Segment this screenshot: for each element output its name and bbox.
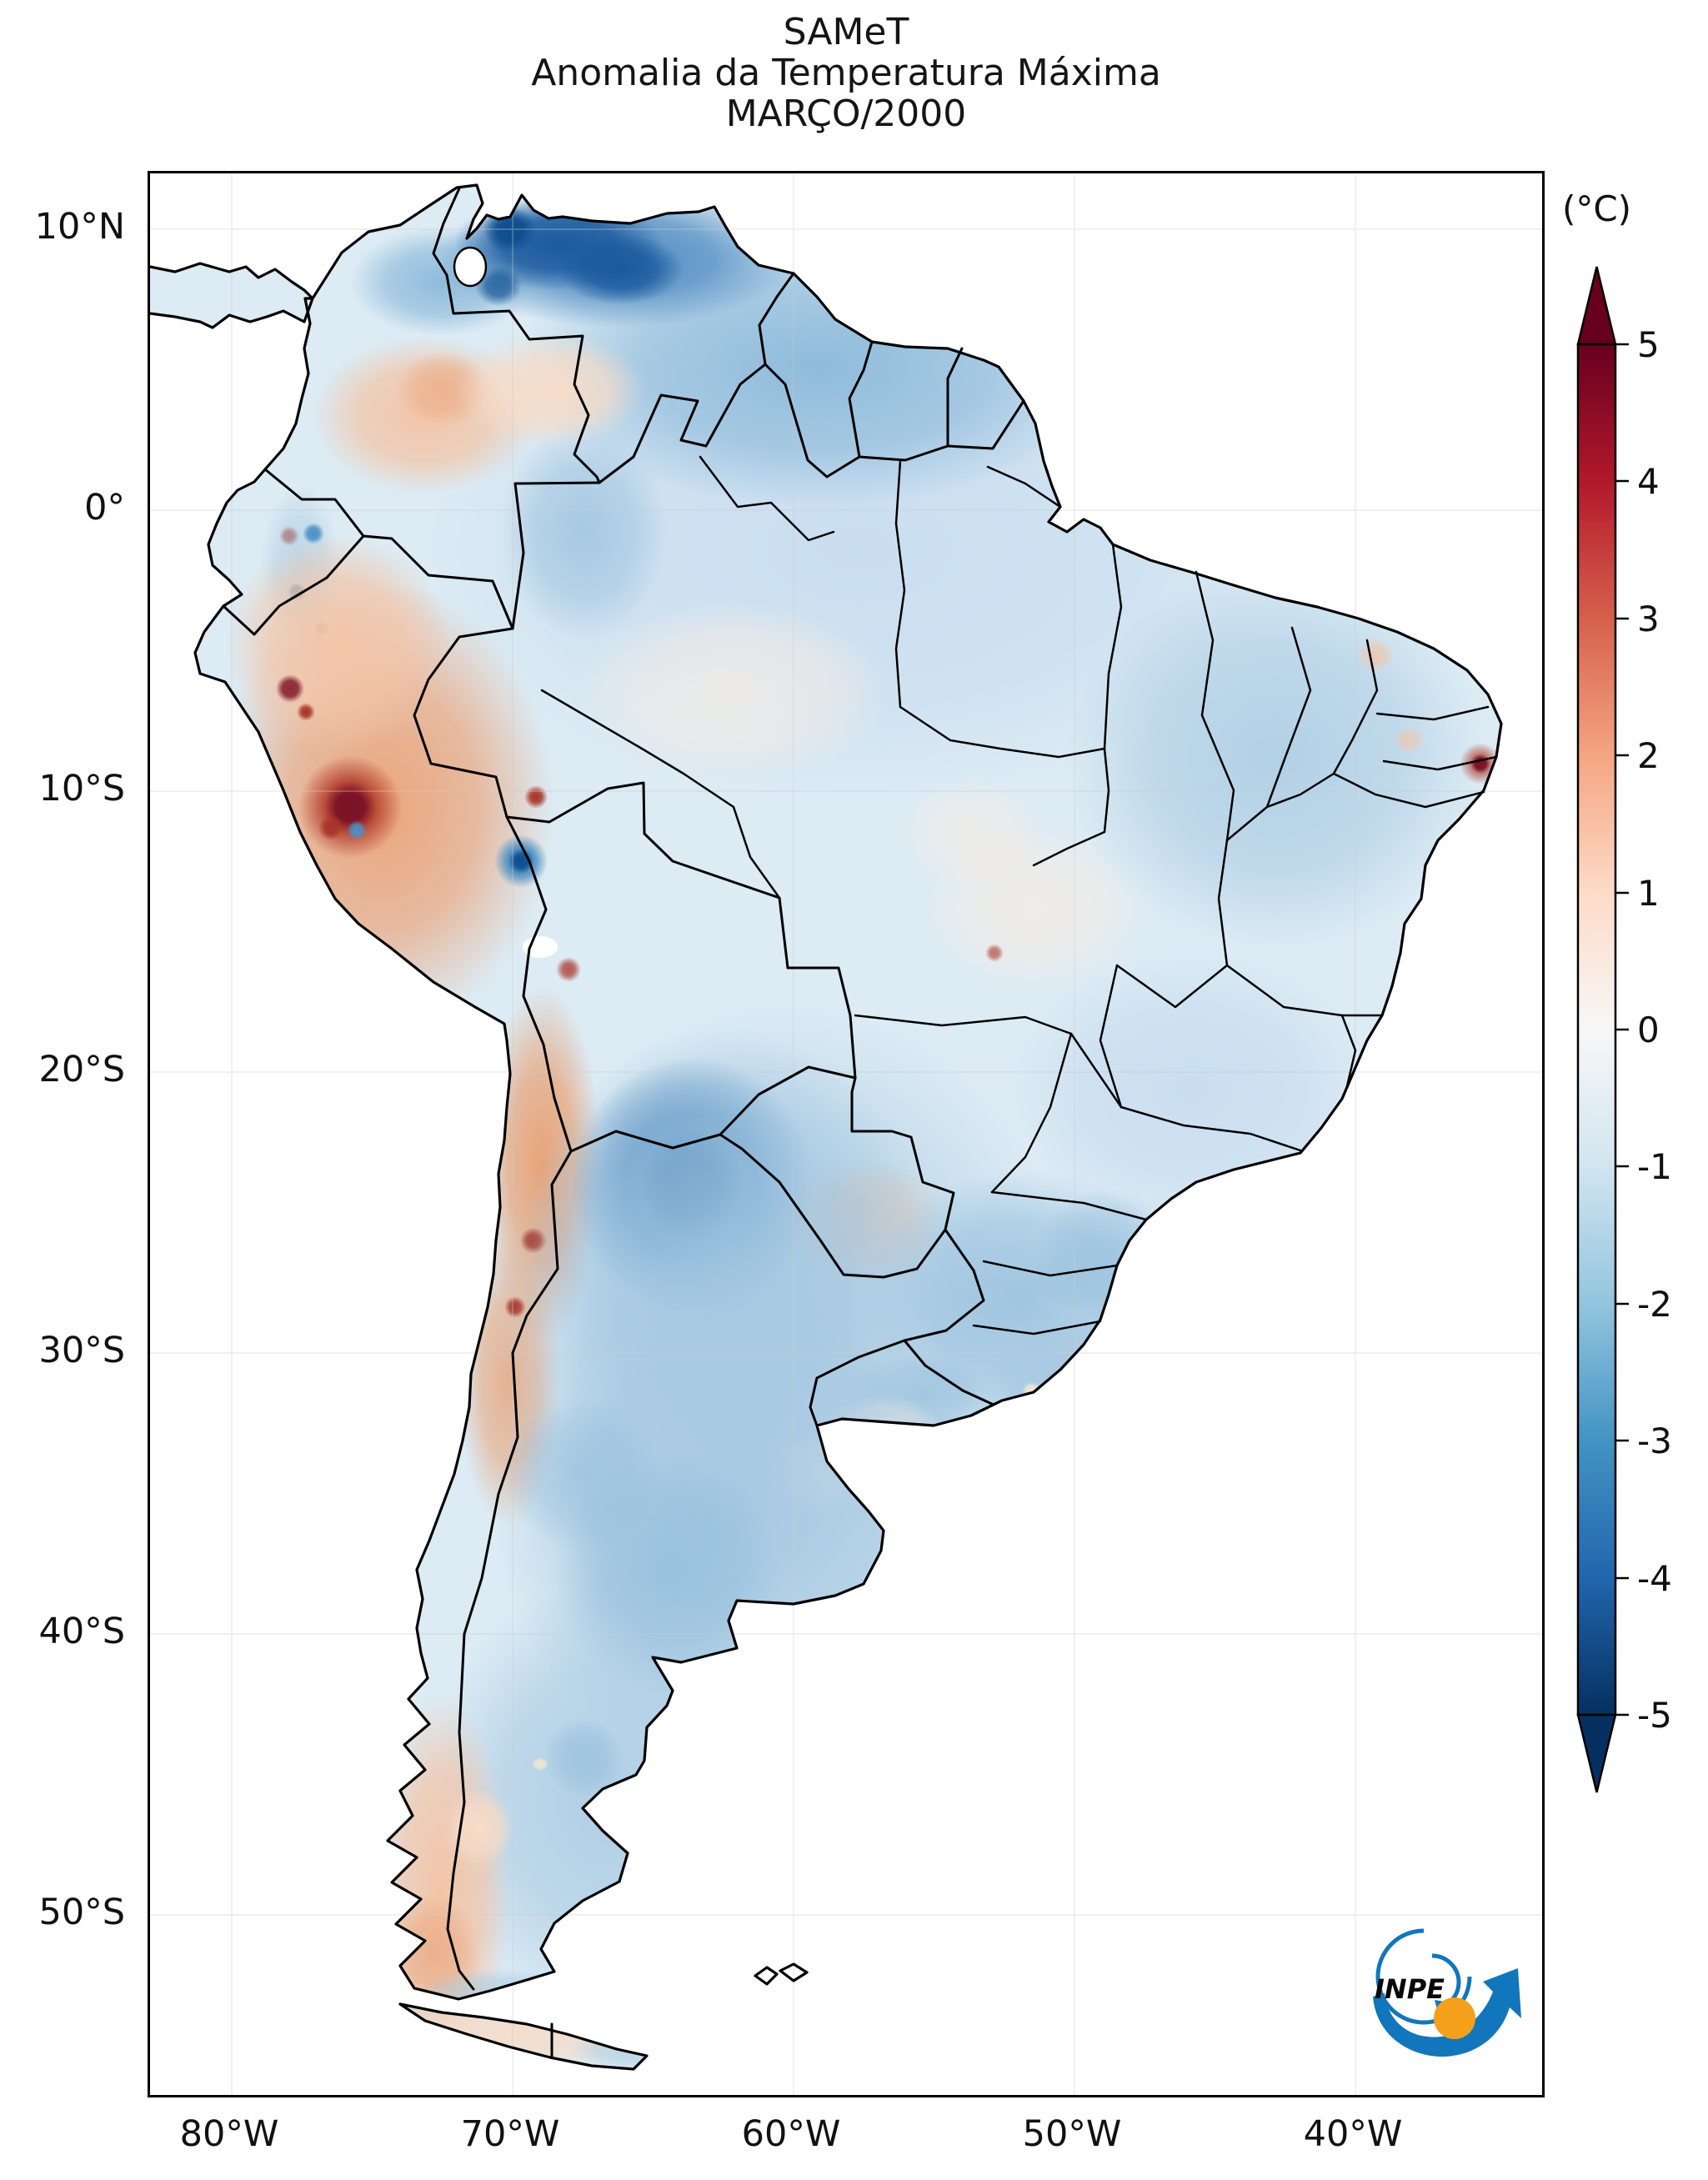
colorbar-tick-label: -3 [1637,1421,1672,1461]
coastline [150,183,1503,2071]
lat-axis-label: 10°S [38,768,125,809]
title-line-variable: Anomalia da Temperatura Máxima [531,52,1161,94]
colorbar-tick-label: -2 [1637,1284,1672,1325]
colorbar-unit-label: (°C) [1561,188,1632,229]
tierra-del-fuego-outline [398,2002,649,2071]
lon-axis-label: 80°W [179,2113,279,2155]
colorbar-tick-label: -5 [1637,1695,1672,1736]
lat-axis-label: 30°S [38,1330,125,1371]
country-borders [222,187,1025,2059]
logo-orange-dot [1434,1997,1475,2039]
colorbar-upper-arrow [1576,266,1617,346]
map-canvas: INPE [150,173,1542,2095]
falkland-islands-west [754,1966,779,1986]
logo-swoosh-arrow-icon [1373,1968,1521,2057]
lat-axis-label: 50°S [38,1892,125,1933]
anomaly-field [150,185,1501,2069]
lon-axis-label: 70°W [460,2113,560,2155]
colorbar-tick-label: 4 [1637,461,1660,502]
lat-axis-label: 10°N [34,206,125,248]
lat-axis-label: 40°S [38,1611,125,1652]
logo-text: INPE [1375,1973,1445,2005]
inpe-logo: INPE [1373,1928,1521,2057]
lon-axis-label: 50°W [1022,2113,1122,2155]
plot-title: SAMeT Anomalia da Temperatura Máxima MAR… [0,12,1692,134]
lon-axis-label: 40°W [1303,2113,1403,2155]
colorbar-tick-label: -1 [1637,1146,1672,1187]
colorbar-tick-label: 0 [1637,1010,1660,1050]
colorbar-svg: 5 4 3 2 1 0 -1 -2 -3 -4 -5 [1576,266,1672,1793]
colorbar-tick-label: 2 [1637,735,1660,776]
central-america-outline [150,262,314,329]
colorbar-tick-label: -4 [1637,1558,1672,1599]
colorbar-lower-arrow [1576,1713,1617,1793]
colorbar-tick-label: 3 [1637,599,1660,639]
colorbar-tick-marks [1615,343,1629,1716]
colorbar-tick-label: 1 [1637,873,1660,914]
colorbar-gradient [1576,343,1617,1716]
state-borders [540,455,1498,1336]
colorbar-tick-label: 5 [1637,324,1660,365]
lat-axis-label: 20°S [38,1049,125,1090]
colorbar: 5 4 3 2 1 0 -1 -2 -3 -4 -5 [1557,192,1708,1842]
lake-maracaibo [453,246,488,288]
title-line-date: MARÇO/2000 [725,93,967,135]
lat-axis-label: 0° [84,487,125,529]
title-line-product: SAMeT [783,11,909,53]
colorbar-tick-labels: 5 4 3 2 1 0 -1 -2 -3 -4 -5 [1637,324,1672,1736]
map-frame: INPE [148,171,1545,2097]
lon-axis-label: 60°W [741,2113,841,2155]
falkland-islands-east [779,1962,809,1982]
south-america-outline [193,183,1503,2001]
